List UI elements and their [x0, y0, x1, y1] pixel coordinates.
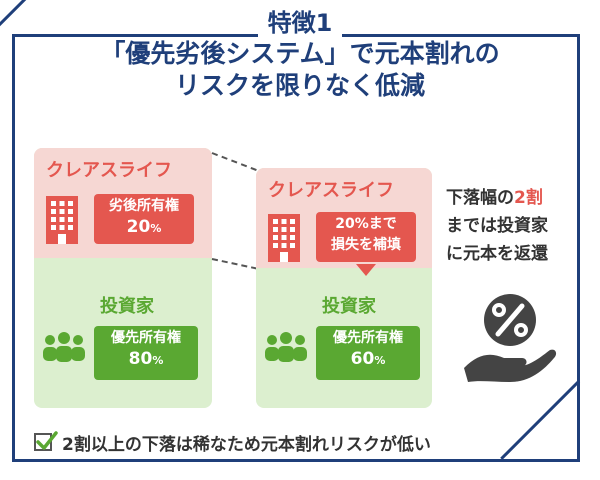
footer-text: 2割以上の下落は稀なため元本割れリスクが低い — [62, 434, 431, 455]
badge-value: 20 — [126, 217, 151, 237]
badge-unit: % — [374, 354, 386, 367]
building-icon — [46, 196, 78, 244]
heading-line-3: リスクを限りなく低減 — [174, 71, 425, 100]
side-explanation: 下落幅の2割 までは投資家 に元本を返還 — [446, 184, 576, 268]
badge-label: 優先所有権 — [111, 330, 181, 346]
hand-percent-icon — [464, 294, 557, 382]
accent-text: 2割 — [514, 188, 543, 208]
heading: 特徴1 「優先劣後システム」で元本割れの リスクを限りなく低減 — [0, 8, 600, 102]
loss-compensation-badge: 20%まで 損失を補填 — [316, 212, 416, 262]
company-name: クレアスライフ — [268, 180, 394, 201]
priority-ownership-badge: 優先所有権 80% — [94, 326, 198, 380]
badge-line-1: 20%まで — [335, 216, 397, 232]
side-line-3: に元本を返還 — [446, 244, 548, 264]
footer-note: 2割以上の下落は稀なため元本割れリスクが低い — [34, 428, 431, 456]
heading-line-1: 特徴1 — [257, 9, 343, 37]
checkbox-frame — [34, 431, 58, 451]
investor-label: 投資家 — [100, 296, 154, 317]
side-line-2: までは投資家 — [446, 216, 548, 236]
badge-label: 劣後所有権 — [109, 198, 179, 214]
left-card: クレアスライフ 劣後所有権 20% 投資家 優先所有権 80% — [34, 148, 212, 408]
right-card: クレアスライフ 20%まで 損失を補填 投資家 優先所有権 60% — [256, 168, 432, 408]
badge-value: 80 — [128, 349, 153, 369]
building-icon — [268, 214, 300, 262]
heading-line-2: 「優先劣後システム」で元本割れの — [100, 39, 500, 68]
company-name: クレアスライフ — [46, 160, 172, 181]
people-icon — [43, 332, 85, 362]
badge-value: 60 — [350, 349, 375, 369]
subordinate-ownership-badge: 劣後所有権 20% — [94, 194, 194, 244]
side-line-1: 下落幅の2割 — [446, 188, 543, 208]
priority-ownership-badge: 優先所有権 60% — [316, 326, 420, 380]
badge-line-2: 損失を補填 — [331, 237, 401, 253]
arrow-down-icon — [356, 264, 376, 276]
badge-unit: % — [152, 354, 164, 367]
check-icon — [36, 431, 58, 450]
badge-label: 優先所有権 — [333, 330, 403, 346]
investor-label: 投資家 — [322, 296, 376, 317]
people-icon — [265, 332, 307, 362]
badge-unit: % — [150, 222, 162, 235]
